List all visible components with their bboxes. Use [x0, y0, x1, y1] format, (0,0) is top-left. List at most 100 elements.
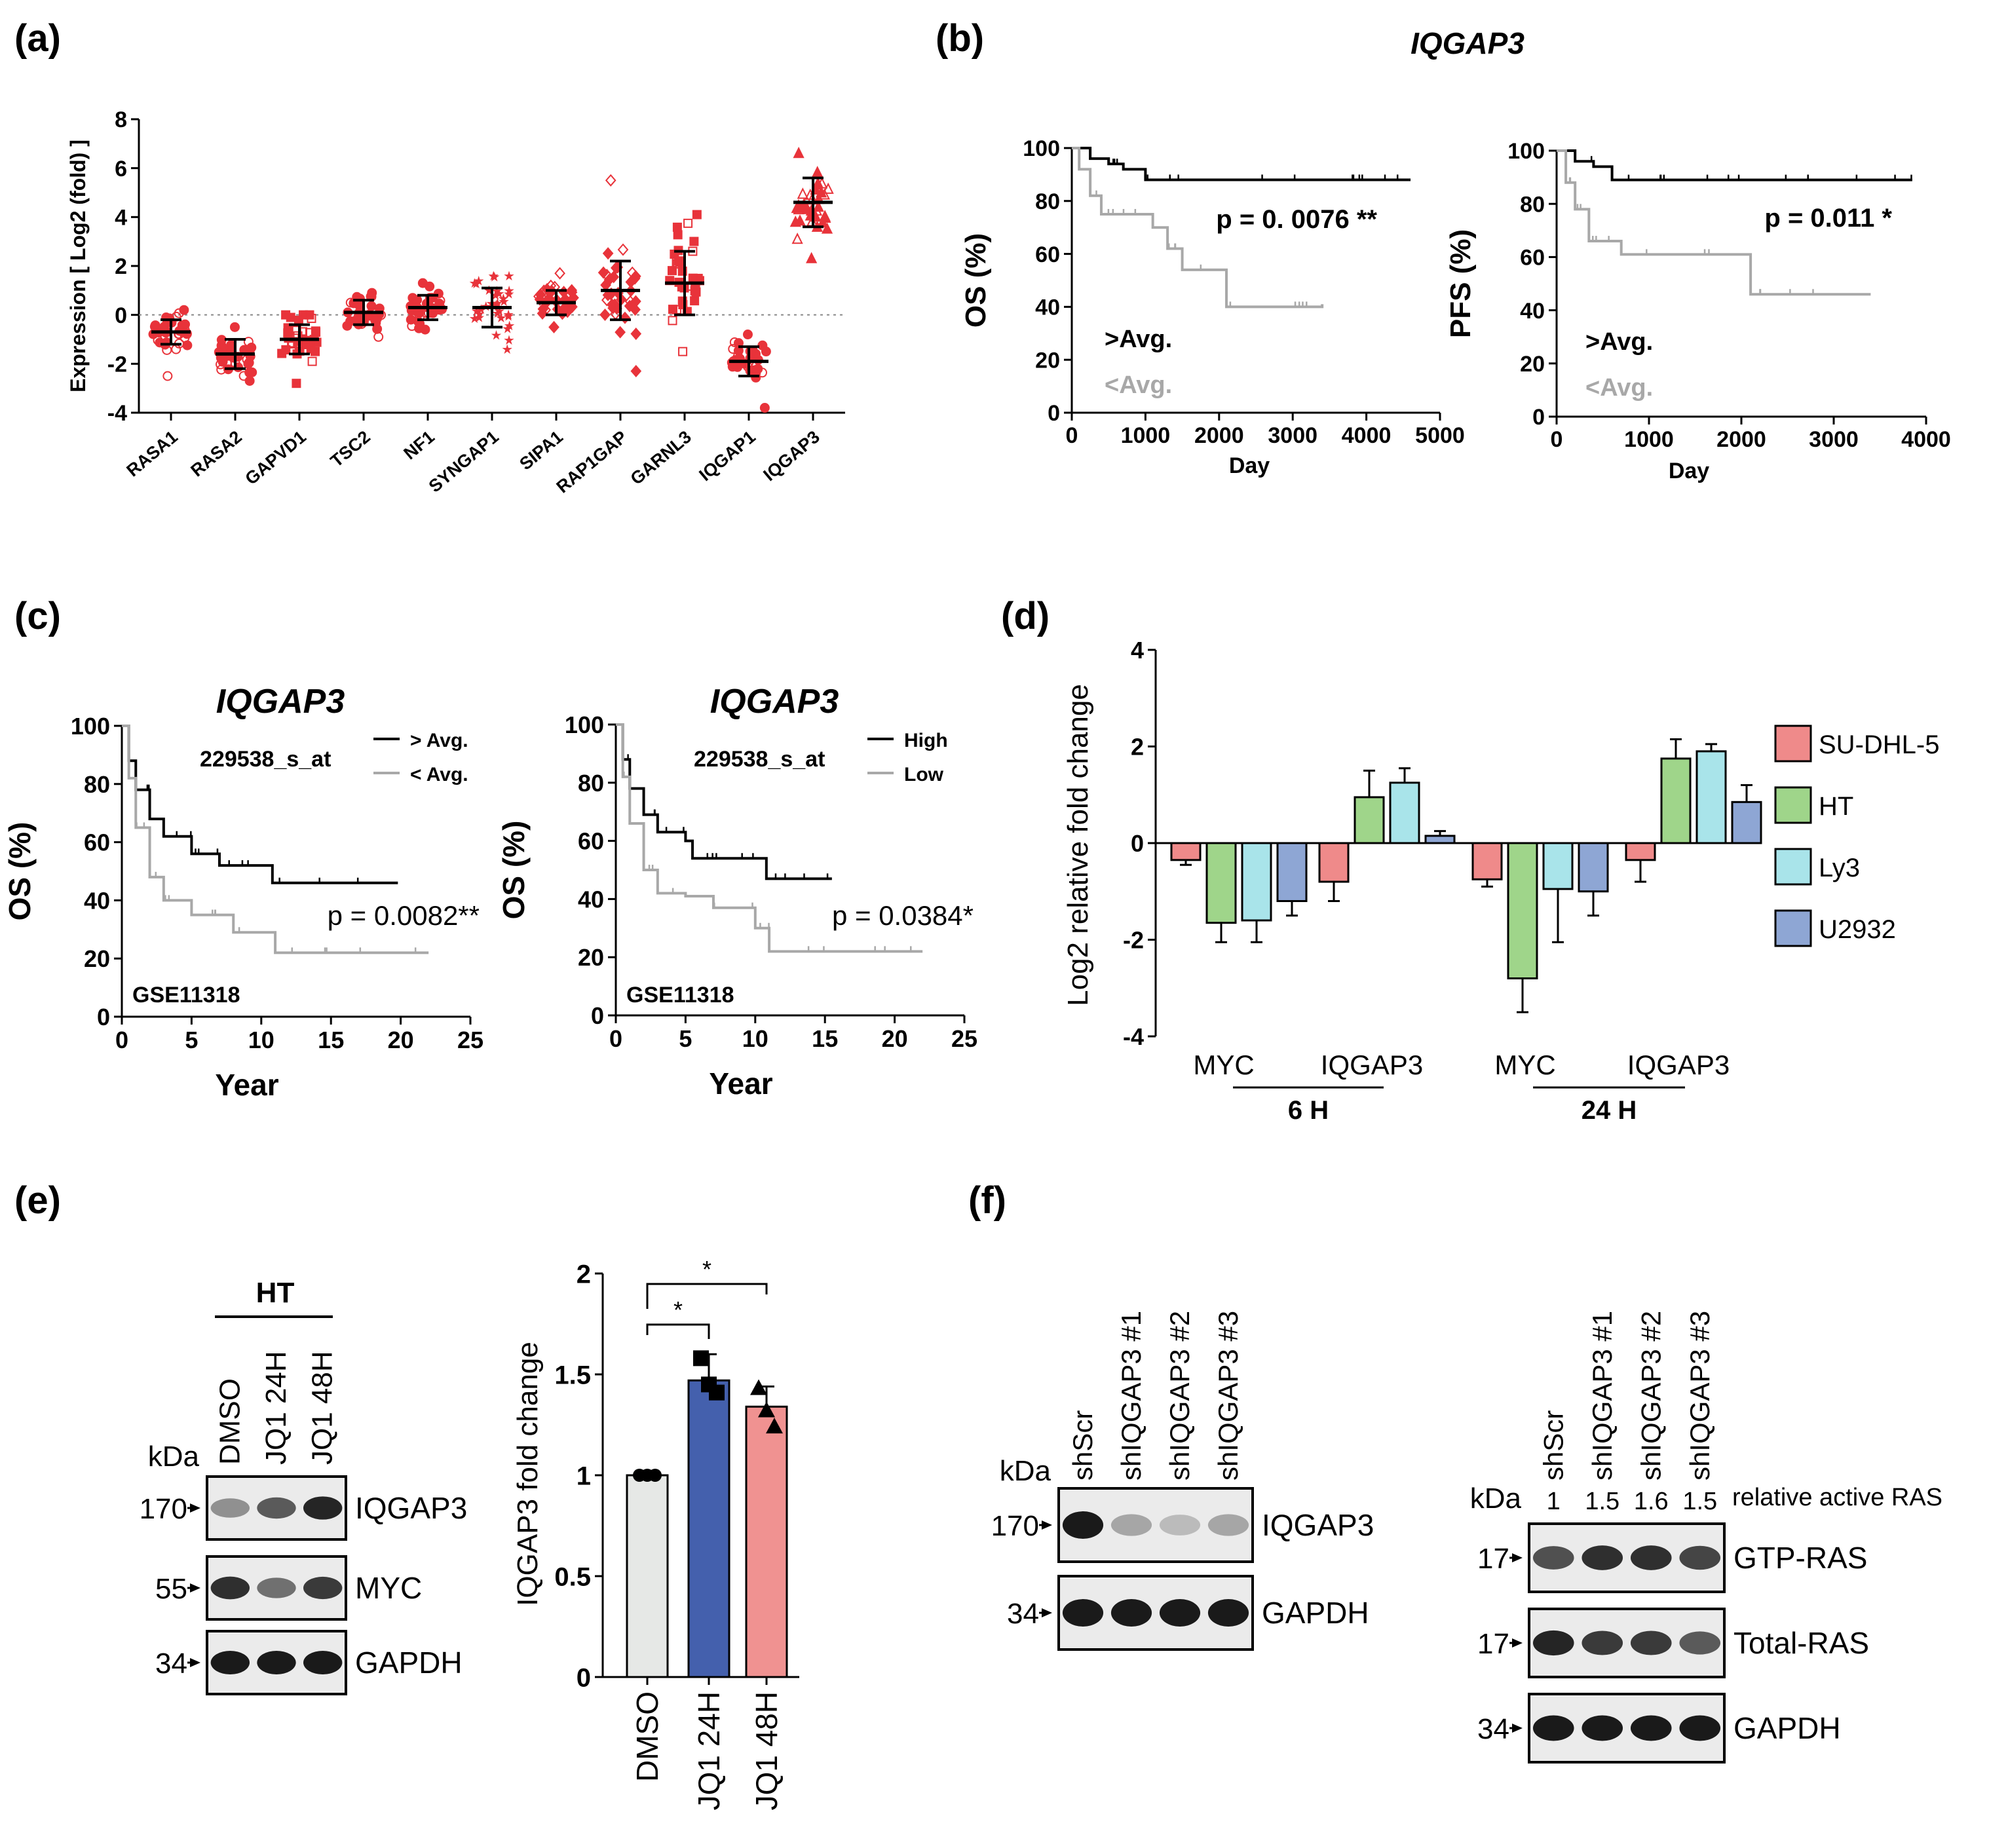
km-x-axis-label: Year [709, 1066, 772, 1101]
f2-quant-label: relative active RAS [1732, 1484, 1942, 1511]
a-data-point [244, 375, 255, 386]
d-legend-swatch [1774, 848, 1812, 886]
a-data-point [283, 328, 293, 338]
a-data-point [821, 222, 833, 234]
km-y-axis-label: OS (%) [497, 821, 531, 920]
a-data-point [667, 266, 677, 276]
a-data-point [182, 340, 193, 350]
f2-lane-label: shScr [1538, 1410, 1568, 1480]
f1-band [1110, 1514, 1152, 1536]
f1-marker-label: 170 [991, 1510, 1039, 1542]
e-category-label: JQ1 24H [692, 1691, 726, 1811]
a-category-label: SYNGAP1 [425, 427, 502, 497]
a-data-point [247, 367, 257, 377]
f2-band [1630, 1545, 1672, 1570]
km3-x-tick-label: 15 [318, 1027, 344, 1053]
d-bar [1578, 842, 1609, 893]
a-y-tick-label: 0 [115, 303, 127, 328]
panel-labels: (a) (b) (c) (d) (e) (f) [14, 17, 1050, 1222]
km3-y-tick-label: 80 [84, 771, 110, 798]
panel-f-blots: shScr shIQGAP3 #1 shIQGAP3 #2 shIQGAP3 #3 kD… [991, 1311, 1942, 1763]
c1-title: IQGAP3 [216, 683, 345, 721]
c2-legend-low: Low [904, 764, 944, 785]
f2-band [1532, 1630, 1574, 1656]
a-data-point [305, 310, 314, 320]
f1-row-label: IQGAP3 [1262, 1508, 1374, 1542]
a-data-point [793, 147, 805, 159]
km2-x-tick-label: 3000 [1809, 427, 1859, 452]
e-data-point [758, 1401, 775, 1418]
c2-dataset: GSE11318 [626, 983, 734, 1008]
f1-band [1062, 1599, 1104, 1627]
km3-y-tick-label: 40 [84, 887, 110, 914]
a-data-point [806, 252, 818, 263]
f2-lane-label: shIQGAP3 #3 [1684, 1311, 1715, 1480]
a-data-point: ★ [503, 288, 515, 302]
km2-y-tick-label: 40 [1520, 299, 1545, 324]
km2-x-tick-label: 0 [1551, 427, 1563, 452]
b2-legend-low: <Avg. [1585, 374, 1653, 402]
d-bar [1205, 842, 1237, 924]
d-bar [1424, 835, 1456, 844]
a-y-axis-label: Expression [ Log2 (fold) ] [66, 140, 90, 392]
a-data-point: ★ [502, 310, 514, 324]
a-data-point [672, 222, 682, 232]
panel-label-b: (b) [936, 17, 984, 60]
c1-legend-low: < Avg. [410, 764, 468, 785]
f1-lane-label: shIQGAP3 #2 [1164, 1311, 1195, 1480]
e-band [257, 1577, 296, 1598]
km1-x-tick-label: 5000 [1415, 423, 1465, 448]
a-data-point [372, 324, 383, 334]
e-category-label: DMSO [630, 1691, 664, 1782]
panel-a-scatter: -4 -2 0 2 4 6 8 Expression [ Log2 (fold) ] RASA1… [66, 107, 845, 497]
f1-marker-label: 34 [1007, 1598, 1039, 1630]
a-data-point [692, 210, 702, 219]
a-data-point [688, 273, 698, 283]
c1-pvalue: p = 0.0082** [328, 900, 480, 931]
d-bar [1695, 750, 1727, 844]
f1-band [1159, 1515, 1201, 1536]
b-title: IQGAP3 [1411, 26, 1525, 60]
f1-band [1159, 1599, 1201, 1627]
km4-y-tick-label: 60 [578, 828, 604, 855]
km-x-axis-label: Day [1669, 459, 1709, 483]
km1-x-tick-label: 3000 [1268, 423, 1317, 448]
km2-y-tick-label: 20 [1520, 352, 1545, 377]
e-data-point [750, 1379, 767, 1395]
km3-y-tick-label: 20 [84, 945, 110, 972]
a-y-tick-label: 8 [115, 107, 127, 132]
a-data-point [354, 299, 364, 310]
km3-x-tick-label: 0 [115, 1027, 128, 1053]
f2-marker-arrow [1512, 1724, 1523, 1733]
d-legend-swatch [1774, 725, 1812, 763]
a-category-label: TSC2 [327, 427, 374, 471]
f2-quant-value: 1.5 [1585, 1488, 1620, 1515]
a-data-point [728, 344, 738, 354]
c2-title: IQGAP3 [710, 683, 839, 721]
e-row-label: GAPDH [355, 1646, 463, 1680]
km3-y-tick-label: 100 [71, 713, 110, 740]
d-legend-label: U2932 [1819, 915, 1896, 944]
a-data-point: ★ [497, 292, 509, 306]
d-bar [1542, 842, 1574, 890]
d-bar [1241, 842, 1272, 922]
panel-e-blot-and-bars: HT DMSO JQ1 24H JQ1 48H kDa IQGAP3 170 MYC 55 GAP… [140, 1256, 799, 1811]
e-bar [687, 1379, 730, 1678]
a-data-point [729, 337, 740, 347]
km1-y-tick-label: 40 [1035, 295, 1060, 320]
f2-band [1532, 1715, 1574, 1741]
km-curve-0 [122, 725, 398, 884]
e-band [210, 1576, 250, 1600]
a-data-point: ★ [491, 328, 502, 343]
km3-y-tick-label: 60 [84, 829, 110, 856]
a-data-point: ★ [473, 311, 485, 325]
km3-y-tick-label: 0 [97, 1004, 110, 1030]
km-y-axis-label: OS (%) [960, 233, 992, 328]
f2-row-label: GAPDH [1733, 1711, 1841, 1745]
a-data-point: ★ [503, 269, 515, 284]
d-legend-label: HT [1819, 792, 1853, 821]
c2-pvalue: p = 0.0384* [832, 900, 974, 931]
a-category-label: GARNL3 [627, 427, 695, 489]
a-data-point [630, 303, 641, 316]
